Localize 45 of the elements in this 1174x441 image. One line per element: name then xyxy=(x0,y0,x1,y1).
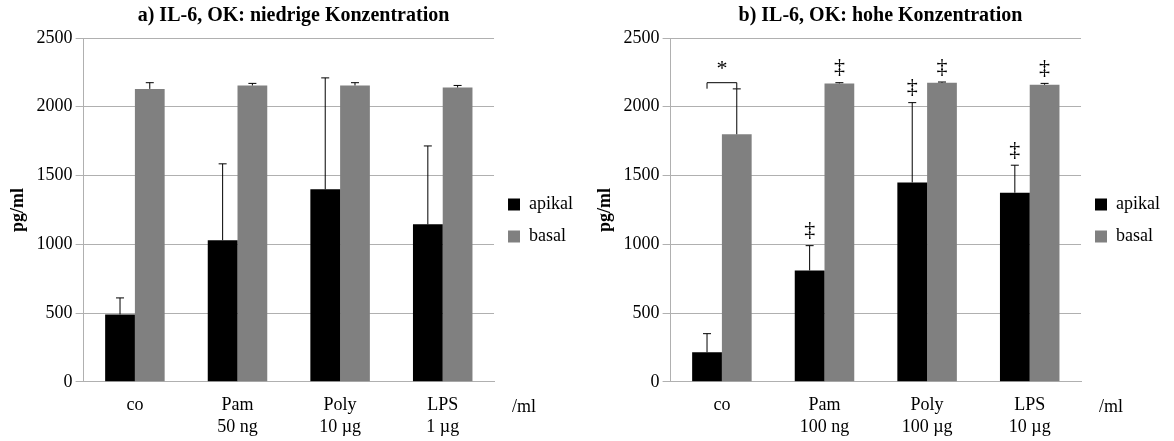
bar xyxy=(237,85,268,382)
y-tick-label: 1500 xyxy=(36,164,73,185)
x-tick-label: Poly 100 µg xyxy=(901,394,953,436)
y-tick-label: 0 xyxy=(650,370,660,391)
annotation: ‡ xyxy=(833,53,845,79)
y-tick-label: 0 xyxy=(63,370,73,391)
x-tick-label: Pam 100 ng xyxy=(799,394,850,436)
legend-label: basal xyxy=(1116,225,1153,246)
x-tick-label: LPS 10 µg xyxy=(1008,394,1051,436)
x-tick-label: co xyxy=(126,394,144,415)
y-axis-title: pg/ml xyxy=(594,187,615,232)
annotation: ‡ xyxy=(1039,54,1051,80)
y-tick-label: 500 xyxy=(45,301,73,322)
annotation: ‡ xyxy=(1009,135,1021,161)
y-tick-label: 2000 xyxy=(36,95,73,116)
annotation: * xyxy=(716,55,728,81)
legend-label: basal xyxy=(529,225,566,246)
annotation: ‡ xyxy=(804,216,816,242)
bar xyxy=(927,82,957,382)
chart-title: b) IL-6, OK: hohe Konzentration xyxy=(738,3,1023,27)
x-tick-label: Pam 50 ng xyxy=(217,394,258,436)
x-tick-label: Poly 10 µg xyxy=(319,394,362,436)
y-tick-label: 1000 xyxy=(36,233,73,254)
legend-label: apikal xyxy=(1116,193,1160,214)
chart-title: a) IL-6, OK: niedrige Konzentration xyxy=(137,3,450,27)
bar xyxy=(721,134,752,382)
bar xyxy=(340,85,370,382)
annotation: ‡ xyxy=(906,73,918,99)
legend-label: apikal xyxy=(529,193,573,214)
bar xyxy=(442,87,473,382)
bar xyxy=(134,88,165,382)
y-axis-title: pg/ml xyxy=(7,187,28,232)
x-tick-label: LPS 1 µg xyxy=(426,394,460,436)
x-tick-label: co xyxy=(713,394,731,415)
y-tick-label: 500 xyxy=(632,301,660,322)
x-axis-title: /ml xyxy=(512,395,537,416)
y-tick-label: 2000 xyxy=(623,95,660,116)
x-axis-title: /ml xyxy=(1099,395,1124,416)
y-tick-label: 2500 xyxy=(623,26,660,47)
bar xyxy=(824,83,855,382)
y-tick-label: 2500 xyxy=(36,26,73,47)
y-tick-label: 1000 xyxy=(623,233,660,254)
annotation: ‡ xyxy=(936,52,948,78)
bar xyxy=(1029,84,1060,382)
y-tick-label: 1500 xyxy=(623,164,660,185)
